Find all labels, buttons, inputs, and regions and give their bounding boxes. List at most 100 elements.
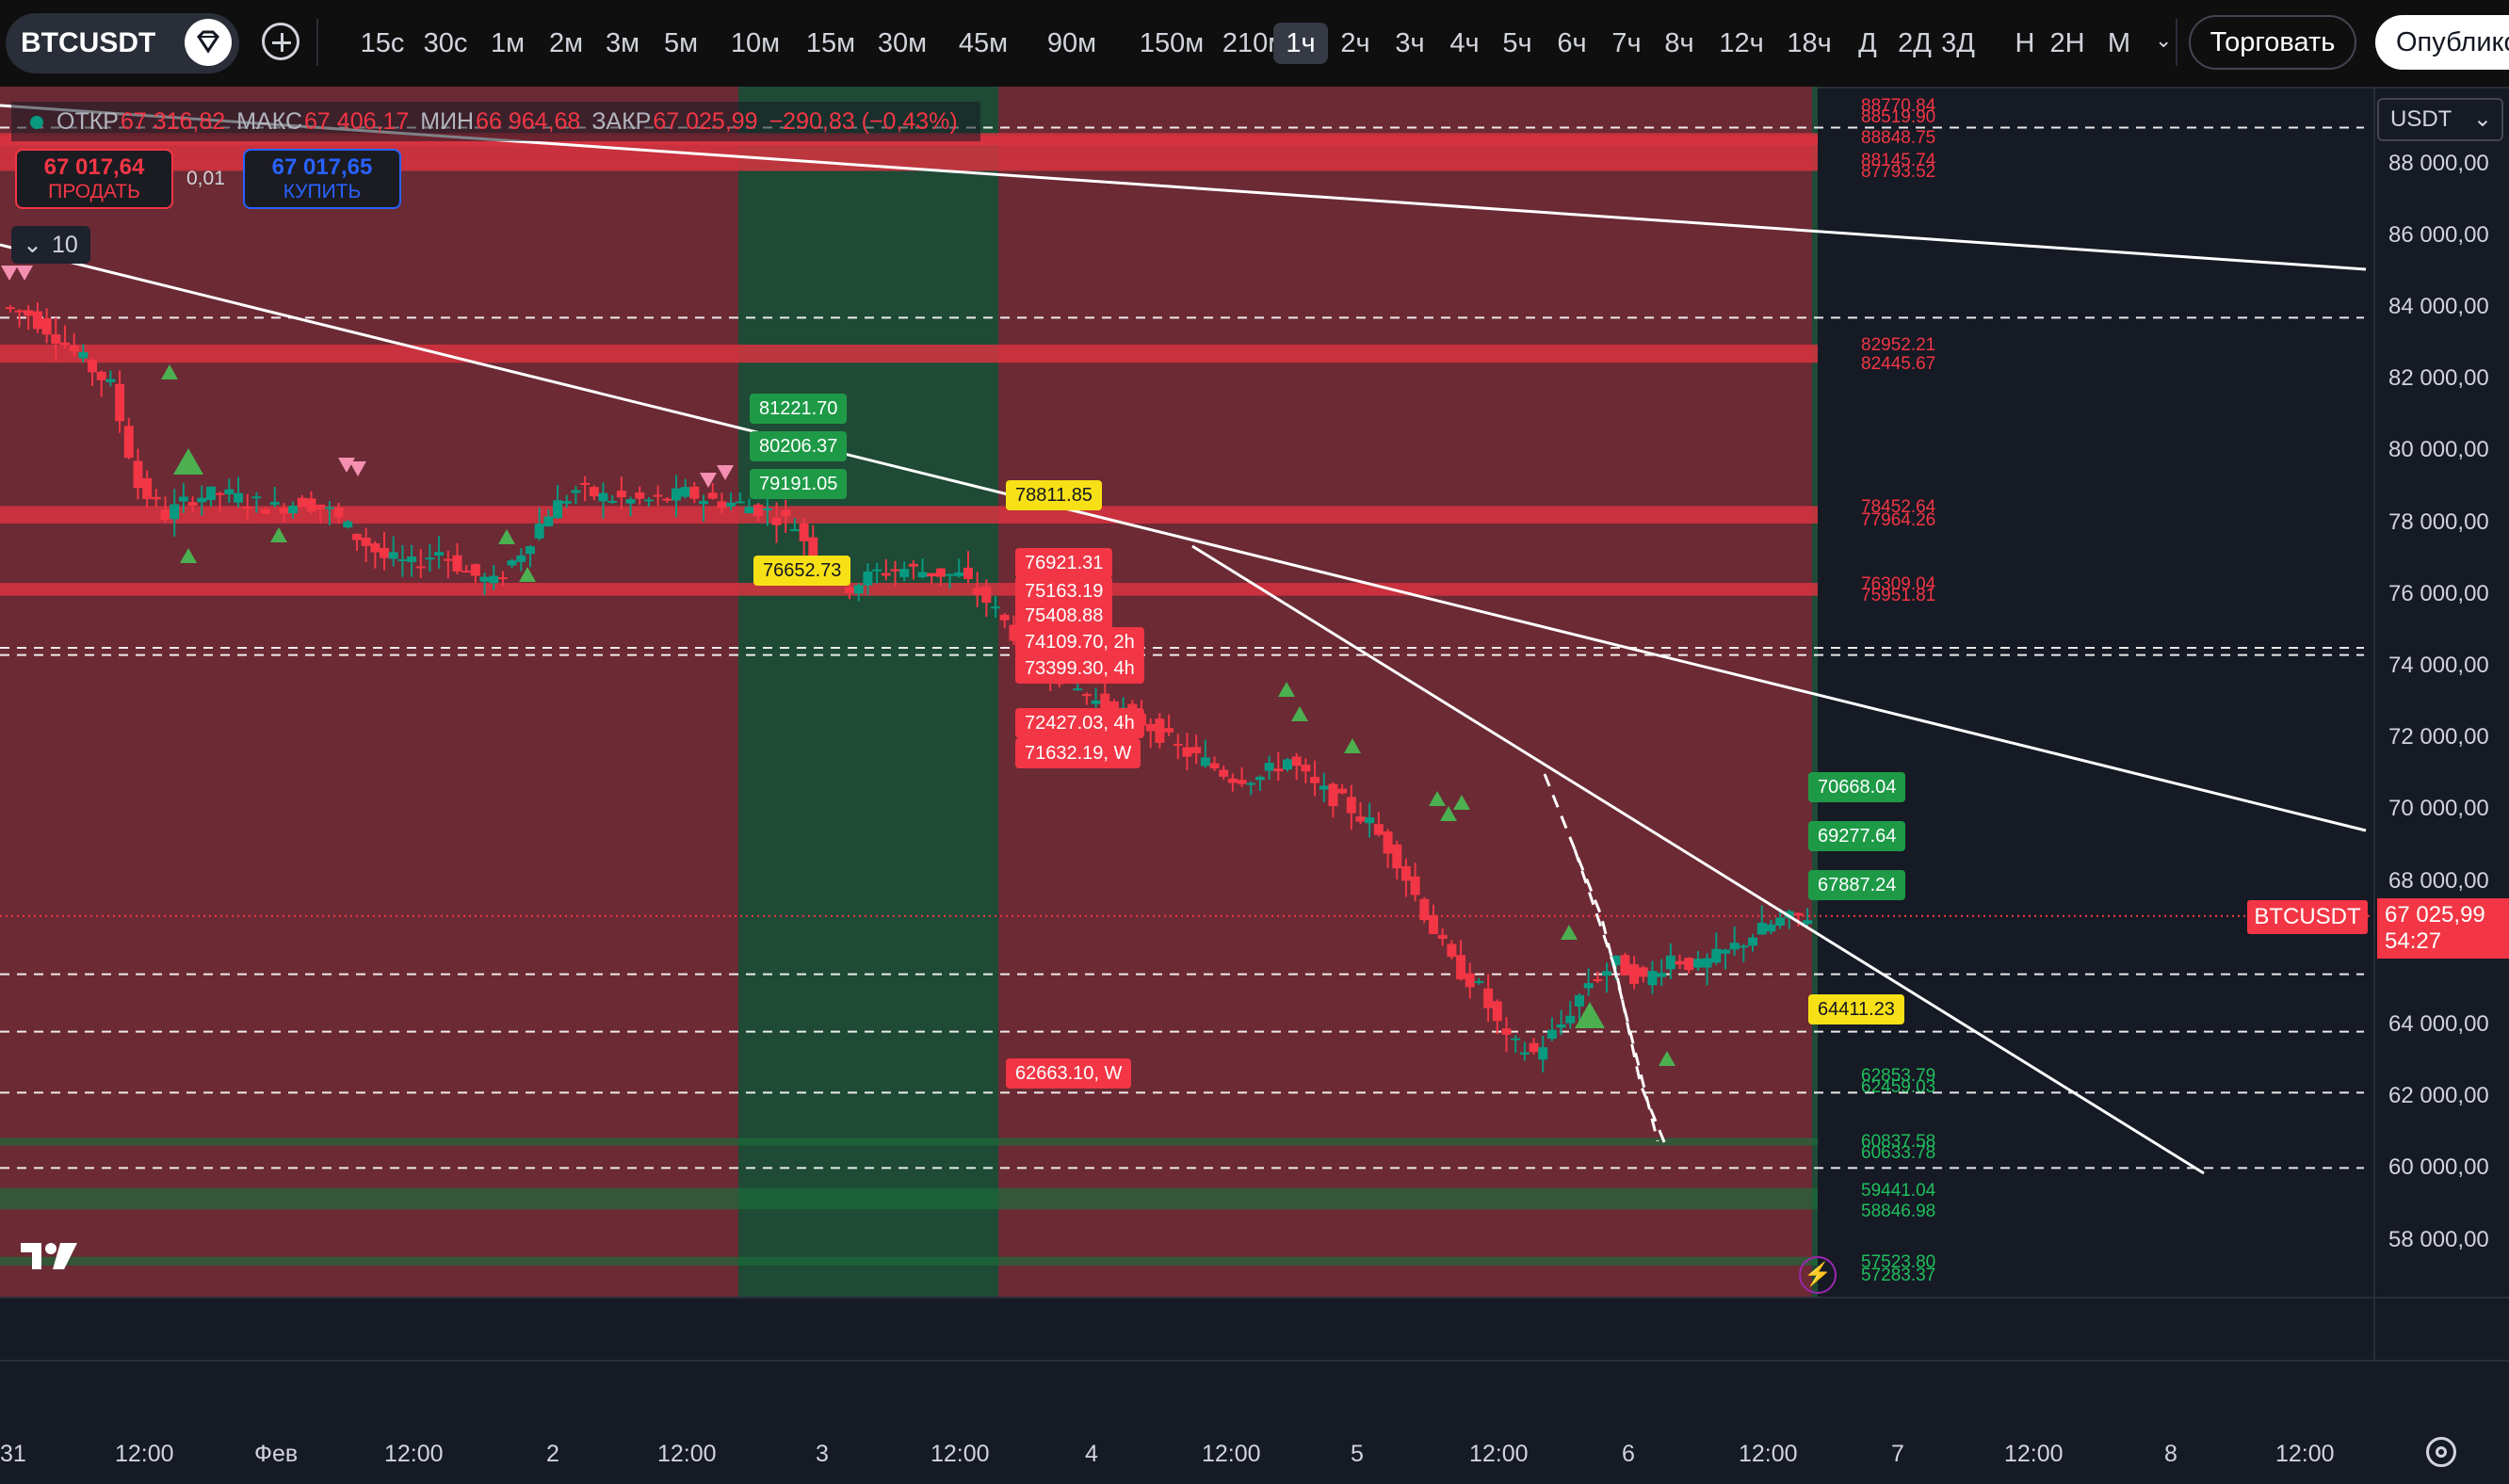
candle-body xyxy=(51,334,61,345)
green-level-tag[interactable]: 80206.37 xyxy=(750,431,848,461)
red-level-tag[interactable]: 74109.70, 2h xyxy=(1015,627,1144,657)
red-level-tag[interactable]: 71632.19, W xyxy=(1015,738,1141,768)
price-axis-label: 58 000,00 xyxy=(2388,1226,2489,1252)
timeframe-15[interactable]: 3ч xyxy=(1395,28,1425,58)
support-level-label: 59441.04 xyxy=(1861,1181,1936,1201)
yellow-level-tag[interactable]: 78811.85 xyxy=(1006,480,1102,510)
candle-body xyxy=(1692,959,1703,968)
candle-body xyxy=(1173,743,1183,746)
support-level-label: 60837.58 xyxy=(1861,1132,1936,1152)
time-axis-label: 12:00 xyxy=(1469,1441,1529,1467)
sell-button[interactable]: 67 017,64 ПРОДАТЬ xyxy=(15,149,173,209)
currency-select[interactable]: USDT ⌄ xyxy=(2377,98,2503,141)
time-axis-label: 5 xyxy=(1351,1441,1364,1467)
candle-body xyxy=(1748,937,1758,946)
timeframe-14[interactable]: 2ч xyxy=(1340,28,1370,58)
timeframe-7[interactable]: 15м xyxy=(805,28,856,58)
timeframe-11[interactable]: 150м xyxy=(1139,28,1205,58)
candle-body xyxy=(1565,1015,1576,1024)
yellow-level-tag[interactable]: 76652.73 xyxy=(753,556,851,586)
candle-body xyxy=(324,507,334,509)
symbol-name[interactable]: BTCUSDT xyxy=(21,27,156,58)
timeframe-9[interactable]: 45м xyxy=(958,28,1009,58)
red-level-tag[interactable]: 75408.88 xyxy=(1015,601,1113,631)
timeframe-16[interactable]: 4ч xyxy=(1449,28,1480,58)
candle-body xyxy=(1638,967,1648,977)
red-level-tag[interactable]: 73399.30, 4h xyxy=(1015,653,1144,684)
support-level-label: 58846.98 xyxy=(1861,1202,1936,1221)
candle-body xyxy=(1091,700,1101,704)
red-level-tag[interactable]: 62663.10, W xyxy=(1006,1058,1132,1089)
chart-area[interactable] xyxy=(0,87,2509,1484)
timeframe-19[interactable]: 7ч xyxy=(1611,28,1642,58)
price-axis-label: 72 000,00 xyxy=(2388,724,2489,750)
timeframe-5[interactable]: 5м xyxy=(663,28,699,58)
green-level-tag[interactable]: 70668.04 xyxy=(1808,772,1906,802)
red-level-tag[interactable]: 76921.31 xyxy=(1015,548,1113,578)
candle-body xyxy=(160,509,170,520)
timeframe-21[interactable]: 12ч xyxy=(1719,28,1764,58)
green-level-tag[interactable]: 67887.24 xyxy=(1808,870,1906,900)
candle-body xyxy=(1373,824,1384,835)
candle-body xyxy=(151,496,161,500)
close-value: 67 025,99 xyxy=(653,108,758,135)
timeframe-26[interactable]: Н xyxy=(2015,28,2035,58)
candle-body xyxy=(1009,624,1019,641)
timeframe-8[interactable]: 30м xyxy=(877,28,928,58)
candle-body xyxy=(1264,763,1274,771)
time-axis-label: 12:00 xyxy=(2275,1441,2335,1467)
candle-body xyxy=(1291,756,1302,766)
trade-button[interactable]: Торговать xyxy=(2189,15,2356,70)
red-level-tag[interactable]: 72427.03, 4h xyxy=(1015,708,1144,738)
candle-body xyxy=(1447,944,1457,958)
candle-body xyxy=(1155,718,1165,743)
timeframe-27[interactable]: 2Н xyxy=(2049,28,2085,58)
indicators-collapse-button[interactable]: ⌄ 10 xyxy=(11,226,90,264)
tradingview-logo[interactable] xyxy=(19,1239,81,1273)
timeframe-20[interactable]: 8ч xyxy=(1664,28,1694,58)
candle-body xyxy=(397,558,408,561)
timeframe-25[interactable]: 3Д xyxy=(1941,28,1975,58)
candle-body xyxy=(443,558,453,561)
market-status-icon xyxy=(30,116,43,129)
timeframe-23[interactable]: Д xyxy=(1858,28,1877,58)
price-chart[interactable] xyxy=(0,87,2509,1484)
green-level-tag[interactable]: 81221.70 xyxy=(750,394,848,424)
lightning-icon[interactable]: ⚡ xyxy=(1799,1256,1837,1294)
candle-body xyxy=(1337,788,1348,794)
timeframe-0[interactable]: 15с xyxy=(360,28,405,58)
yellow-level-tag[interactable]: 64411.23 xyxy=(1808,994,1904,1024)
settings-gear-icon[interactable] xyxy=(2426,1437,2456,1467)
timeframe-2[interactable]: 1м xyxy=(490,28,526,58)
candle-body xyxy=(407,556,417,562)
timeframe-6[interactable]: 10м xyxy=(730,28,781,58)
buy-button[interactable]: 67 017,65 КУПИТЬ xyxy=(243,149,401,209)
timeframe-17[interactable]: 5ч xyxy=(1502,28,1532,58)
timeframe-4[interactable]: 3м xyxy=(605,28,640,58)
candle-body xyxy=(170,504,180,520)
publish-button[interactable]: Опублико xyxy=(2375,15,2509,70)
timeframe-24[interactable]: 2Д xyxy=(1898,28,1932,58)
timeframe-28[interactable]: М xyxy=(2107,28,2131,58)
candle-body xyxy=(1419,898,1430,921)
green-level-tag[interactable]: 69277.64 xyxy=(1808,821,1906,851)
timeframe-3[interactable]: 2м xyxy=(548,28,584,58)
timeframe-13[interactable]: 1ч xyxy=(1273,23,1328,64)
candle-body xyxy=(142,477,153,499)
candle-body xyxy=(388,552,398,559)
candle-body xyxy=(1729,943,1740,950)
candle-body xyxy=(178,496,188,502)
chevron-down-icon[interactable]: ⌄ xyxy=(2155,28,2173,52)
compare-add-icon[interactable] xyxy=(262,23,299,60)
candle-body xyxy=(361,537,371,546)
timeframe-1[interactable]: 30с xyxy=(423,28,468,58)
timeframe-10[interactable]: 90м xyxy=(1046,28,1097,58)
candle-body xyxy=(415,566,426,569)
timeframe-22[interactable]: 18ч xyxy=(1787,28,1832,58)
timeframe-18[interactable]: 6ч xyxy=(1557,28,1587,58)
diamond-icon[interactable] xyxy=(185,19,232,66)
green-level-tag[interactable]: 79191.05 xyxy=(750,469,848,499)
candle-body xyxy=(1410,876,1420,895)
candle-body xyxy=(598,492,608,502)
candle-body xyxy=(1711,948,1722,963)
